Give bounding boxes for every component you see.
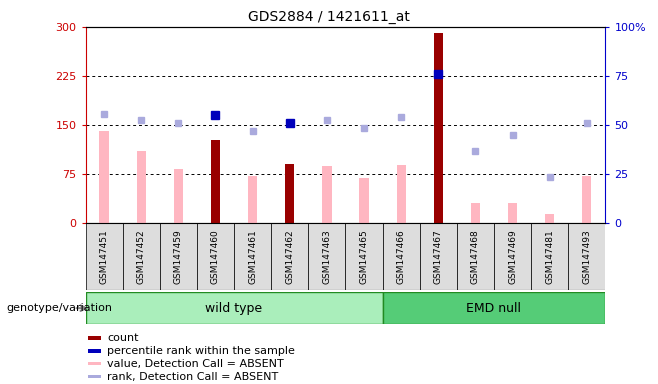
Bar [137,151,146,223]
Bar [545,214,554,223]
Bar [397,165,406,223]
Bar [322,166,332,223]
Bar [86,223,605,290]
Text: GSM147452: GSM147452 [137,229,145,284]
Bar [160,223,197,290]
Bar [88,375,101,378]
Bar [285,164,294,223]
Text: wild type: wild type [205,302,263,314]
Text: GSM147493: GSM147493 [582,229,592,284]
Bar [174,169,183,223]
Text: GSM147465: GSM147465 [359,229,368,284]
Text: GDS2884 / 1421611_at: GDS2884 / 1421611_at [248,10,410,23]
Bar [359,178,368,223]
Bar [494,223,531,290]
Text: genotype/variation: genotype/variation [7,303,113,313]
Text: GSM147468: GSM147468 [471,229,480,284]
Text: GSM147460: GSM147460 [211,229,220,284]
Bar [345,223,382,290]
Bar [434,33,443,223]
Text: GSM147461: GSM147461 [248,229,257,284]
Bar [86,292,382,324]
Bar [88,362,101,366]
Bar [382,223,420,290]
Text: GSM147459: GSM147459 [174,229,183,284]
Text: GSM147463: GSM147463 [322,229,332,284]
Text: GSM147466: GSM147466 [397,229,405,284]
Text: percentile rank within the sample: percentile rank within the sample [107,346,295,356]
Bar [211,141,220,223]
Bar [99,131,109,223]
Bar [88,336,101,339]
Text: GSM147462: GSM147462 [286,229,294,284]
Bar [470,203,480,223]
Text: rank, Detection Call = ABSENT: rank, Detection Call = ABSENT [107,372,278,382]
Bar [234,223,271,290]
Text: GSM147467: GSM147467 [434,229,443,284]
Bar [197,223,234,290]
Bar [569,223,605,290]
Text: GSM147451: GSM147451 [99,229,109,284]
Bar [88,349,101,353]
Text: count: count [107,333,139,343]
Bar [382,292,605,324]
Bar [309,223,345,290]
Bar [420,223,457,290]
Bar [271,223,309,290]
Text: EMD null: EMD null [467,302,522,314]
Bar [457,223,494,290]
Bar [582,176,592,223]
Bar [248,176,257,223]
Bar [531,223,569,290]
Text: GSM147481: GSM147481 [545,229,554,284]
Text: GSM147469: GSM147469 [508,229,517,284]
Bar [86,223,122,290]
Bar [508,203,517,223]
Text: value, Detection Call = ABSENT: value, Detection Call = ABSENT [107,359,284,369]
Bar [122,223,160,290]
